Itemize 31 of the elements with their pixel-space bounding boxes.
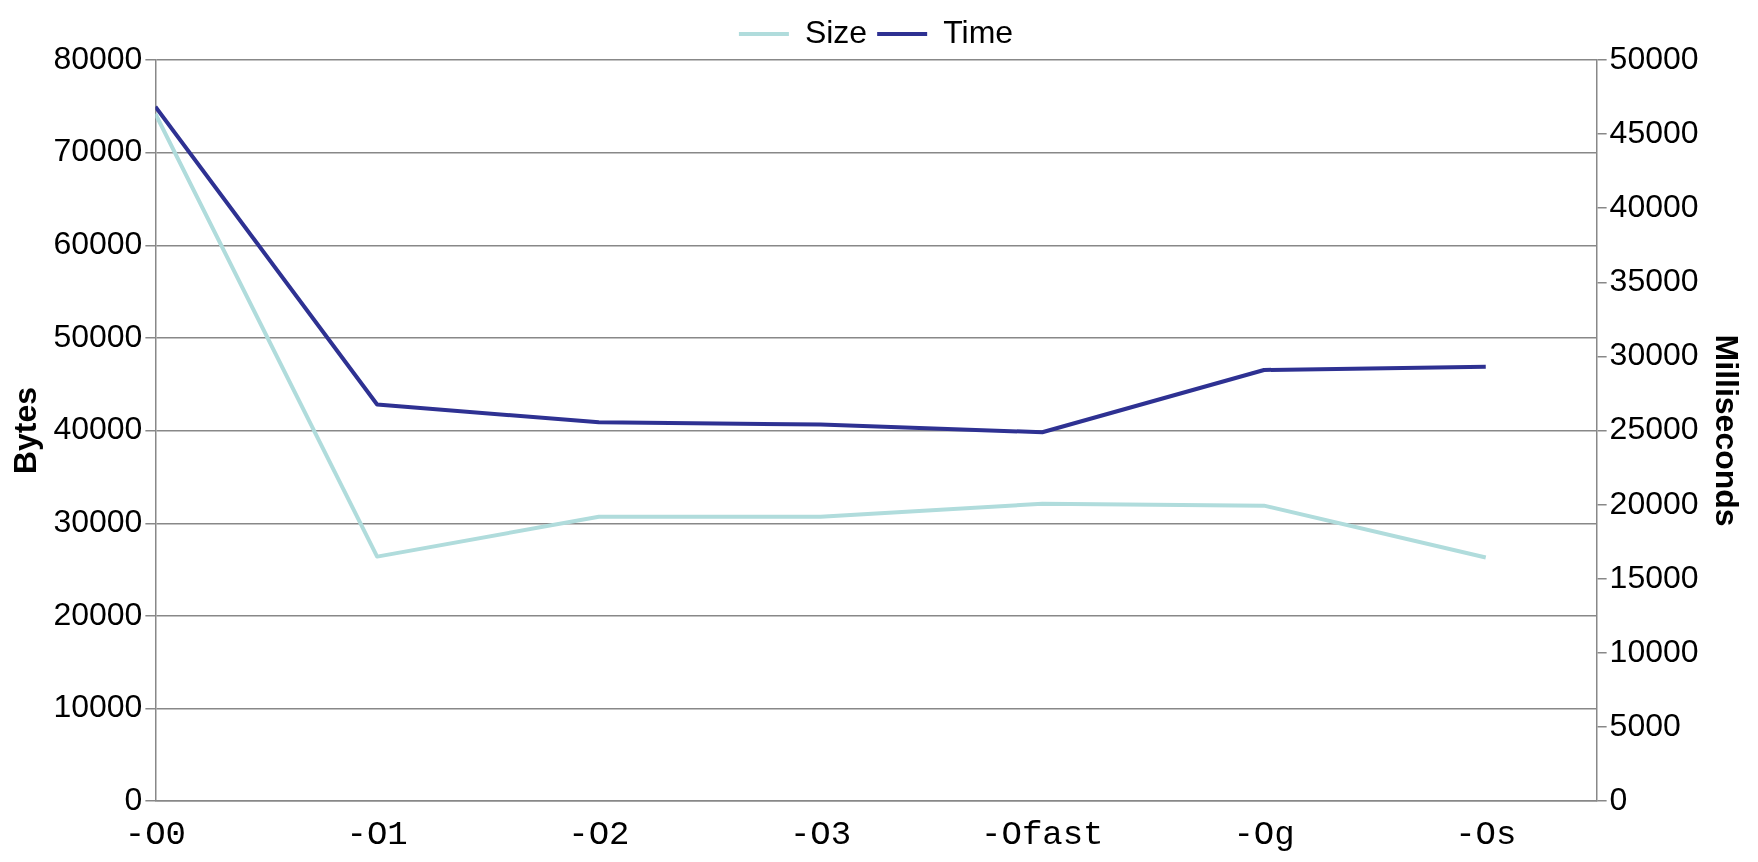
x-tick-label: -Og xyxy=(1233,815,1295,854)
y2-tick-label: 30000 xyxy=(1609,336,1699,373)
y2-tick-label: 15000 xyxy=(1609,558,1699,595)
y-tick-label: 20000 xyxy=(53,595,143,632)
x-tick-label: -O2 xyxy=(568,815,630,854)
y2-tick-label: 5000 xyxy=(1609,706,1681,743)
y-tick-label: 10000 xyxy=(53,688,143,725)
y-tick-label: 40000 xyxy=(53,410,143,447)
legend-label: Time xyxy=(943,13,1014,50)
y2-tick-label: 10000 xyxy=(1609,632,1699,669)
y-tick-label: 80000 xyxy=(53,39,143,76)
y2-tick-label: 25000 xyxy=(1609,410,1699,447)
y2-tick-label: 35000 xyxy=(1609,262,1699,299)
y2-tick-label: 50000 xyxy=(1609,39,1699,76)
x-tick-label: -O0 xyxy=(124,815,186,854)
y2-tick-label: 45000 xyxy=(1609,113,1699,150)
x-tick-label: -O3 xyxy=(789,815,852,854)
y-axis-title: Bytes xyxy=(7,387,44,475)
y2-tick-label: 40000 xyxy=(1609,188,1699,225)
y-tick-label: 50000 xyxy=(53,317,143,354)
y-tick-label: 60000 xyxy=(53,225,143,262)
y-tick-label: 30000 xyxy=(53,503,143,540)
x-tick-label: -Os xyxy=(1455,815,1517,854)
y2-axis-title: Milliseconds xyxy=(1708,334,1745,527)
y-tick-label: 0 xyxy=(124,781,143,818)
legend-label: Size xyxy=(804,13,868,50)
y2-tick-label: 0 xyxy=(1609,781,1628,818)
x-tick-label: -Ofast xyxy=(981,815,1104,854)
x-tick-label: -O1 xyxy=(346,815,408,854)
y-tick-label: 70000 xyxy=(53,132,143,169)
y2-tick-label: 20000 xyxy=(1609,484,1699,521)
